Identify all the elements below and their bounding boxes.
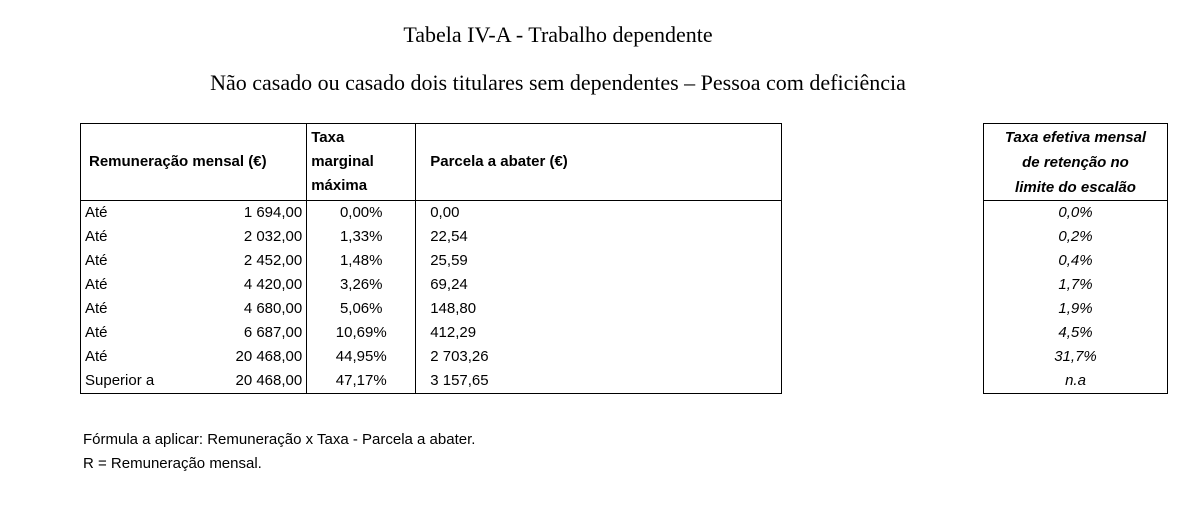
- definition-note: R = Remuneração mensal.: [83, 455, 262, 472]
- header-marginal-rate: Taxa marginal máxima: [306, 123, 417, 201]
- row-amount: 4 420,00: [158, 273, 308, 297]
- effective-rate-value: 4,5%: [1058, 324, 1093, 341]
- table-row: Até 4 680,00 5,06% 148,80: [81, 297, 782, 321]
- effective-rate-value: 1,9%: [1058, 300, 1093, 317]
- table-title: Tabela IV-A - Trabalho dependente: [403, 22, 713, 47]
- side-row: n.a: [984, 369, 1168, 394]
- header-rate-line1: Taxa: [311, 129, 345, 146]
- table-row: Até 2 032,00 1,33% 22,54: [81, 225, 782, 249]
- row-parcel: 3 157,65: [430, 372, 489, 389]
- row-rate: 1,33%: [306, 225, 417, 249]
- side-row: 31,7%: [984, 345, 1168, 369]
- row-rate: 44,95%: [306, 345, 417, 369]
- row-amount: 6 687,00: [158, 321, 308, 345]
- row-parcel: 22,54: [430, 228, 468, 245]
- effective-rate-value: 0,0%: [1058, 204, 1093, 221]
- side-row: 0,0%: [984, 201, 1168, 226]
- effective-rate-value: 31,7%: [1054, 348, 1097, 365]
- header-rate-line2: marginal: [311, 153, 374, 170]
- row-label: Até: [85, 300, 108, 317]
- row-label: Até: [85, 324, 108, 341]
- row-label: Até: [85, 348, 108, 365]
- row-rate: 1,48%: [306, 249, 417, 273]
- row-amount: 4 680,00: [158, 297, 308, 321]
- header-effective-rate: Taxa efetiva mensal de retenção no limit…: [983, 123, 1168, 201]
- row-label: Até: [85, 276, 108, 293]
- side-row: 0,4%: [984, 249, 1168, 273]
- side-header-line1: Taxa efetiva mensal: [1004, 128, 1147, 146]
- row-amount: 20 468,00: [158, 345, 308, 369]
- side-header-line3: limite do escalão: [1015, 178, 1136, 196]
- row-parcel: 69,24: [430, 276, 468, 293]
- table-header-row: Remuneração mensal (€) Taxa marginal máx…: [80, 123, 782, 201]
- row-rate: 5,06%: [306, 297, 417, 321]
- side-row: 1,9%: [984, 297, 1168, 321]
- table-row: Até 4 420,00 3,26% 69,24: [81, 273, 782, 297]
- row-amount: 2 032,00: [158, 225, 308, 249]
- row-amount: 1 694,00: [158, 200, 308, 225]
- row-rate: 0,00%: [306, 200, 417, 225]
- row-amount: 20 468,00: [158, 369, 308, 394]
- row-parcel: 0,00: [430, 204, 460, 221]
- row-label: Até: [85, 204, 108, 221]
- row-rate: 3,26%: [306, 273, 417, 297]
- side-row: 4,5%: [984, 321, 1168, 345]
- table-row: Até 1 694,00 0,00% 0,00: [81, 200, 782, 225]
- row-label: Até: [85, 228, 108, 245]
- table-row: Até 2 452,00 1,48% 25,59: [81, 249, 782, 273]
- row-label: Até: [85, 252, 108, 269]
- row-rate: 10,69%: [306, 321, 417, 345]
- effective-rate-value: 1,7%: [1058, 276, 1093, 293]
- formula-note: Fórmula a aplicar: Remuneração x Taxa - …: [83, 431, 476, 448]
- notes: Fórmula a aplicar: Remuneração x Taxa - …: [83, 428, 475, 476]
- side-header-line2: de retenção no: [1022, 153, 1129, 171]
- effective-rate-table: Taxa efetiva mensal de retenção no limit…: [983, 123, 1168, 394]
- table-subtitle: Não casado ou casado dois titulares sem …: [210, 70, 906, 95]
- effective-rate-value: n.a: [1065, 372, 1086, 389]
- table-row: Superior a 20 468,00 47,17% 3 157,65: [81, 369, 782, 394]
- effective-rate-value: 0,2%: [1058, 228, 1093, 245]
- table-row: Até 6 687,00 10,69% 412,29: [81, 321, 782, 345]
- row-parcel: 412,29: [430, 324, 477, 341]
- effective-rate-value: 0,4%: [1058, 252, 1093, 269]
- header-remuneration: Remuneração mensal (€): [80, 123, 307, 201]
- withholding-rate-table: Remuneração mensal (€) Taxa marginal máx…: [80, 123, 782, 394]
- side-header-row: Taxa efetiva mensal de retenção no limit…: [983, 123, 1168, 201]
- row-parcel: 25,59: [430, 252, 468, 269]
- row-rate: 47,17%: [306, 369, 417, 394]
- row-label: Superior a: [85, 372, 155, 389]
- table-row: Até 20 468,00 44,95% 2 703,26: [81, 345, 782, 369]
- header-rate-line3: máxima: [311, 177, 368, 194]
- row-amount: 2 452,00: [158, 249, 308, 273]
- side-row: 1,7%: [984, 273, 1168, 297]
- side-row: 0,2%: [984, 225, 1168, 249]
- header-parcel: Parcela a abater (€): [415, 123, 782, 201]
- row-parcel: 148,80: [430, 300, 477, 317]
- row-parcel: 2 703,26: [430, 348, 489, 365]
